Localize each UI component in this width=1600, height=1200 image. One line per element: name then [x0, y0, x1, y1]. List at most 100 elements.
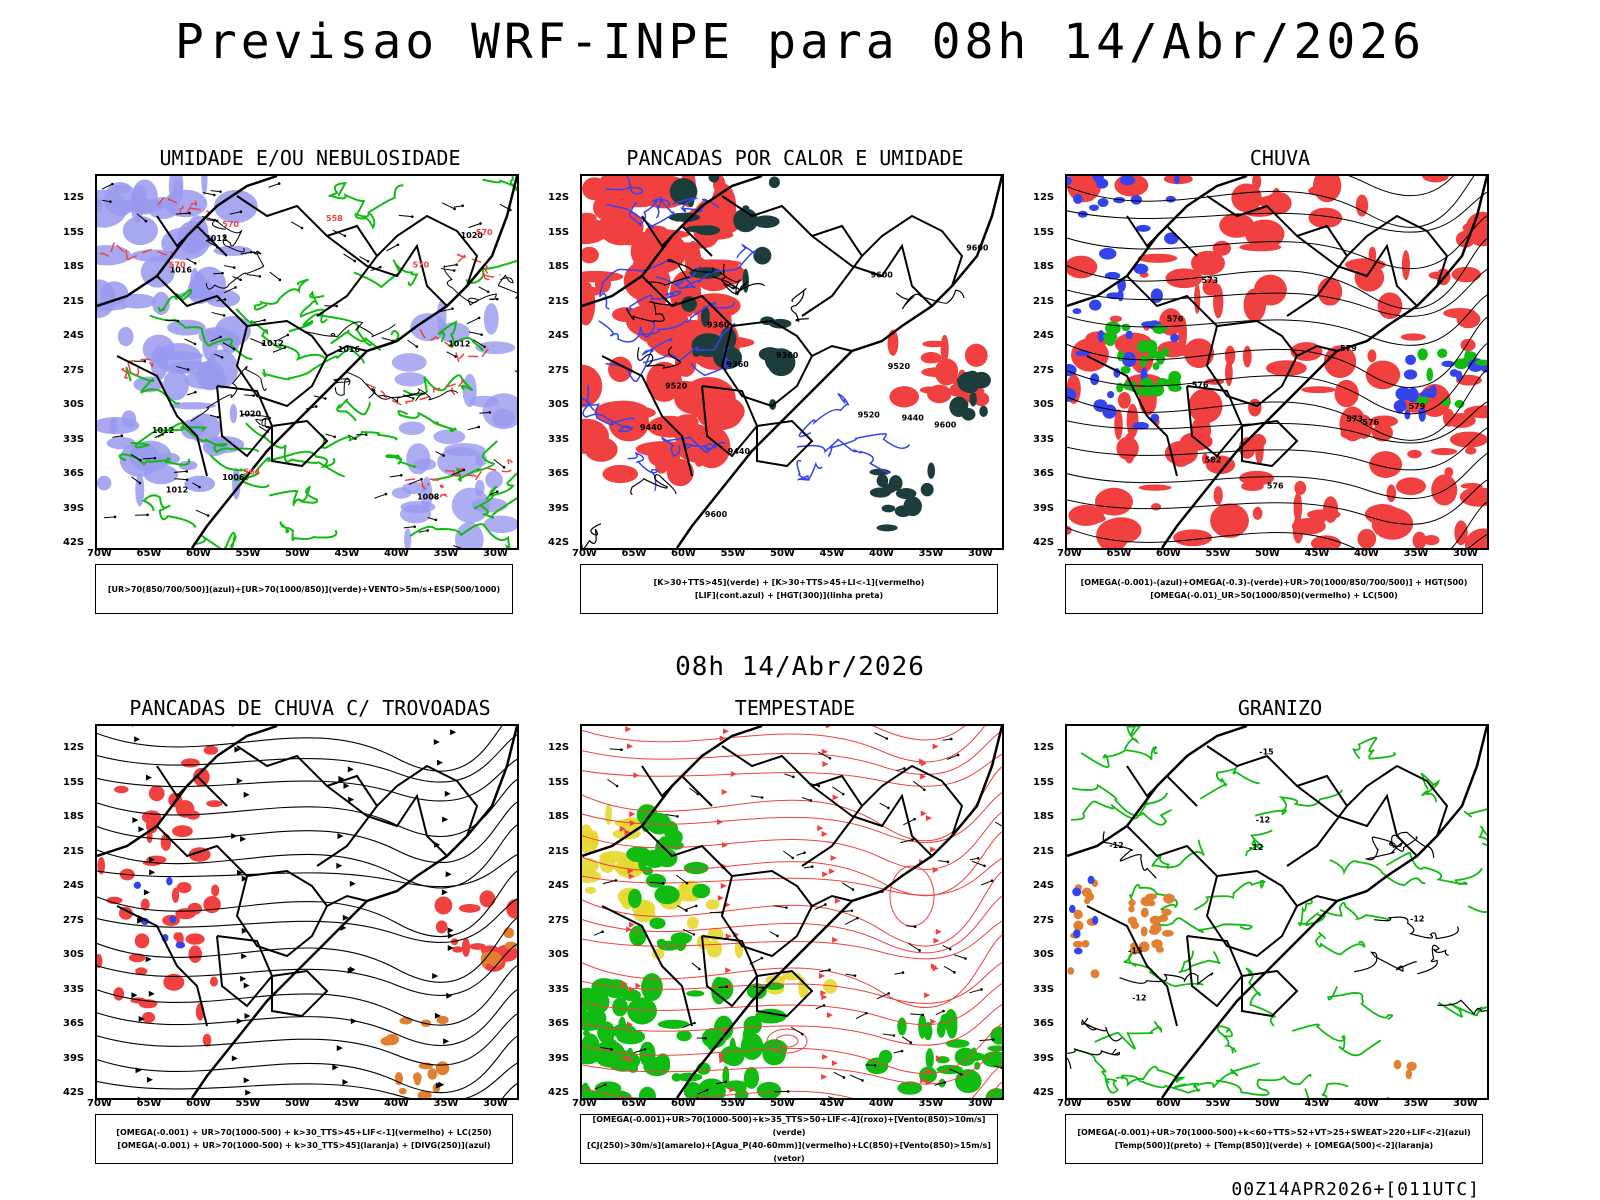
latitude-label: 33S — [63, 433, 85, 445]
latitude-label: 36S — [548, 1018, 570, 1029]
longitude-label: 45W — [819, 548, 845, 559]
latitude-label: 39S — [63, 502, 85, 514]
latitude-label: 18S — [63, 261, 85, 272]
longitude-label: 30W — [1453, 1098, 1478, 1109]
panel-legend: [OMEGA(-0.001) + UR>70(1000-500) + k>30_… — [95, 1114, 513, 1164]
longitude-label: 65W — [136, 548, 162, 559]
latitude-label: 30S — [548, 949, 570, 960]
longitude-label: 70W — [1057, 1098, 1082, 1109]
longitude-label: 50W — [285, 548, 310, 559]
contour-label: 576 — [1167, 315, 1184, 324]
contour-label: 9360 — [727, 360, 750, 369]
panel-title: CHUVA — [1249, 146, 1311, 170]
contour-label: 9600 — [871, 271, 894, 280]
contour-label: 579 — [1409, 402, 1426, 411]
latitude-label: 21S — [1033, 845, 1055, 857]
latitude-label: 36S — [548, 468, 570, 479]
latitude-label: 42S — [1033, 537, 1055, 548]
latitude-label: 27S — [63, 364, 85, 376]
longitude-label: 40W — [1354, 1098, 1379, 1109]
latitude-label: 39S — [1033, 502, 1055, 514]
longitude-label: 65W — [136, 1098, 162, 1109]
contour-label: 1012 — [166, 486, 188, 495]
longitude-label: 65W — [1106, 548, 1132, 559]
contour-label: 9360 — [707, 321, 730, 330]
panel-title: PANCADAS DE CHUVA C/ TROVOADAS — [129, 696, 491, 720]
map-canvas — [97, 726, 517, 1098]
longitude-label: 50W — [770, 548, 795, 559]
longitude-label: 65W — [621, 548, 647, 559]
latitude-label: 18S — [1033, 261, 1055, 272]
weather-map: 582 576 576 579 573 573 576 579 576 — [1065, 174, 1489, 550]
latitude-label: 18S — [548, 811, 570, 822]
longitude-label: 40W — [384, 548, 409, 559]
latitude-label: 15S — [63, 776, 85, 788]
contour-label: -15 — [1259, 748, 1274, 757]
contour-label: 570 — [476, 228, 493, 237]
longitude-label: 35W — [1403, 548, 1429, 559]
longitude-label: 50W — [285, 1098, 310, 1109]
latitude-label: 18S — [1033, 811, 1055, 822]
longitude-label: 55W — [720, 548, 746, 559]
longitude-label: 45W — [334, 1098, 360, 1109]
latitude-label: 15S — [1033, 226, 1055, 238]
longitude-label: 50W — [770, 1098, 795, 1109]
country-borders — [97, 726, 517, 1098]
longitude-label: 70W — [1057, 548, 1082, 559]
latitude-label: 24S — [548, 330, 570, 341]
longitude-label: 35W — [918, 548, 944, 559]
longitude-label: 45W — [819, 1098, 845, 1109]
panel-tempestade: TEMPESTADE 12S 15S 18S 21S 24S 27S 30S 33S 36S 39S… — [540, 696, 1010, 1174]
longitude-label: 35W — [433, 1098, 459, 1109]
latitude-label: 39S — [548, 502, 570, 514]
panel-legend: [UR>70(850/700/500)](azul)+[UR>70(1000/8… — [95, 564, 513, 614]
longitude-label: 60W — [186, 1098, 211, 1109]
panel-title: TEMPESTADE — [734, 696, 856, 720]
contour-label: 573 — [1346, 414, 1363, 423]
panel-legend: [K>30+TTS>45](verde) + [K>30+TTS>45+LI<-… — [580, 564, 998, 614]
map-canvas — [582, 726, 1002, 1098]
longitude-label: 55W — [235, 548, 261, 559]
panel-chuva: CHUVA 582 576 576 579 573 573 576 579 576 12S 15S 18… — [1025, 146, 1495, 624]
contour-label: 1006 — [222, 473, 245, 482]
weather-map — [580, 724, 1004, 1100]
longitude-label: 65W — [621, 1098, 647, 1109]
longitude-label: 40W — [384, 1098, 409, 1109]
latitude-label: 27S — [1033, 914, 1055, 926]
longitude-label: 45W — [1304, 1098, 1330, 1109]
contour-label: 1012 — [262, 339, 284, 348]
latitude-label: 33S — [63, 983, 85, 995]
latitude-label: 24S — [63, 330, 85, 341]
longitude-label: 30W — [968, 1098, 993, 1109]
latitude-label: 33S — [548, 983, 570, 995]
contour-label: 1008 — [417, 493, 440, 502]
contour-label: 1016 — [338, 345, 361, 354]
panel-granizo: GRANIZO -12 -12 -12 -12 -15 -12 -15 12S 15S 18S 21S… — [1025, 696, 1495, 1174]
longitude-label: 50W — [1255, 548, 1280, 559]
latitude-label: 33S — [1033, 983, 1055, 995]
contour-label: 9520 — [888, 362, 911, 371]
weather-map — [95, 724, 519, 1100]
longitude-label: 30W — [483, 548, 508, 559]
contour-label: 576 — [1267, 482, 1284, 491]
latitude-label: 30S — [1033, 949, 1055, 960]
legend-line: [OMEGA(-0.01)_UR>50(1000/850)(vermelho) … — [1150, 591, 1398, 600]
latitude-label: 36S — [1033, 468, 1055, 479]
latitude-label: 36S — [63, 1018, 85, 1029]
legend-line: [OMEGA(-0.001)+UR>70(1000-500)+k>35_TTS>… — [592, 1115, 986, 1137]
latitude-label: 24S — [1033, 330, 1055, 341]
map-canvas: -12 -12 -12 -12 -15 -12 -15 — [1067, 726, 1487, 1098]
latitude-label: 30S — [63, 399, 85, 410]
panel-umidade: UMIDADE E/OU NEBULOSIDADE 1012 1012 1012 100… — [55, 146, 525, 624]
latitude-label: 12S — [1033, 192, 1055, 203]
latitude-label: 21S — [63, 295, 85, 307]
latitude-label: 24S — [63, 880, 85, 891]
contour-label: -12 — [1256, 815, 1270, 824]
contour-label: 1020 — [239, 409, 262, 418]
latitude-label: 18S — [548, 261, 570, 272]
contour-label: 9440 — [902, 414, 925, 423]
legend-line: [OMEGA(-0.001)+UR>70(1000-500)+k<60+TTS>… — [1077, 1128, 1471, 1137]
longitude-label: 50W — [1255, 1098, 1280, 1109]
contour-label: -12 — [1109, 841, 1123, 850]
